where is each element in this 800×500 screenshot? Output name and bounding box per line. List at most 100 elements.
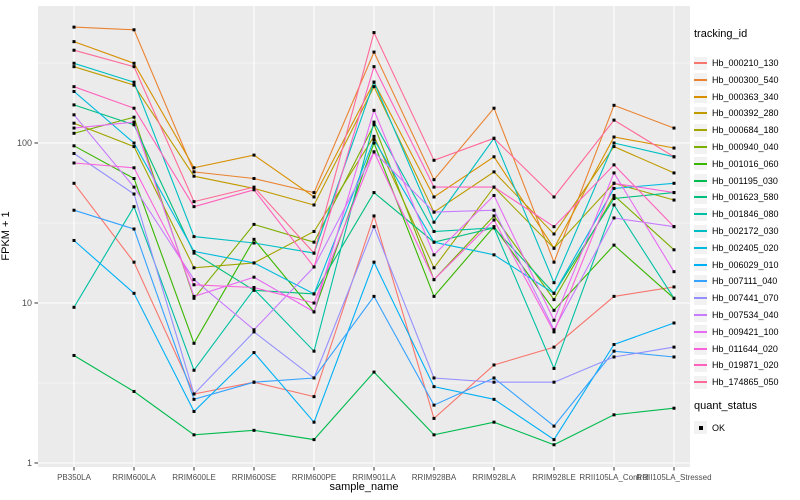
data-point (192, 296, 196, 300)
legend-color-line-icon (694, 95, 707, 98)
data-point (192, 341, 196, 345)
data-point (192, 392, 196, 396)
data-point (372, 85, 376, 89)
data-point (252, 328, 256, 332)
data-point (252, 330, 256, 334)
data-point (132, 28, 136, 32)
data-point (552, 318, 556, 322)
data-point (672, 296, 676, 300)
data-point (192, 278, 196, 282)
x-tick-label: RRIM928LE (532, 473, 576, 482)
data-point (432, 278, 436, 282)
data-point (192, 174, 196, 178)
data-point (312, 395, 316, 399)
data-point (372, 370, 376, 374)
data-point (492, 136, 496, 140)
data-point (492, 208, 496, 212)
data-point (72, 85, 76, 89)
legend-color-line-icon (694, 381, 707, 384)
legend-label: Hb_007534_040 (712, 310, 779, 320)
data-point (192, 200, 196, 204)
data-point (72, 113, 76, 117)
data-point (372, 225, 376, 229)
legend-color-line-icon (694, 146, 707, 148)
data-point (372, 65, 376, 69)
data-point (252, 222, 256, 226)
legend-color-line-icon (694, 78, 707, 81)
data-point (192, 368, 196, 372)
data-point (192, 294, 196, 298)
legend-color-line-icon (694, 112, 707, 115)
legend-item-Hb_007534_040: Hb_007534_040 (694, 307, 779, 324)
data-point (672, 146, 676, 150)
data-point (492, 253, 496, 257)
legend-item-ok: OK (694, 419, 725, 436)
data-point (312, 203, 316, 207)
data-point (612, 103, 616, 107)
x-tick-label: RRIM901LA (352, 473, 396, 482)
legend-item-Hb_007441_070: Hb_007441_070 (694, 290, 779, 307)
legend-color-line-icon (694, 179, 707, 182)
legend-color-line-icon (694, 246, 707, 249)
legend-item-Hb_009421_100: Hb_009421_100 (694, 323, 779, 340)
data-point (552, 308, 556, 312)
data-point (432, 229, 436, 233)
legend-label: Hb_000363_340 (712, 91, 779, 102)
legend-item-Hb_011644_020: Hb_011644_020 (694, 340, 778, 357)
x-tick-label: RRIM928LA (472, 473, 516, 482)
data-point (552, 345, 556, 349)
data-point (72, 144, 76, 148)
data-point (552, 366, 556, 370)
data-point (72, 181, 76, 185)
legend-item-Hb_001846_080: Hb_001846_080 (694, 206, 779, 223)
data-point (252, 176, 256, 180)
x-tick-label: RRII105LA_Control (579, 473, 649, 482)
y-tick-label: 100 (17, 138, 32, 148)
x-tick-label: RRIM928BA (412, 473, 457, 482)
data-point (132, 260, 136, 264)
legend-item-Hb_007111_040: Hb_007111_040 (694, 273, 777, 290)
data-point (432, 178, 436, 182)
data-point (612, 349, 616, 353)
data-point (552, 380, 556, 384)
data-point (432, 376, 436, 380)
data-point (552, 330, 556, 334)
data-point (672, 198, 676, 202)
data-point (552, 281, 556, 285)
data-point (312, 240, 316, 244)
legend-color-line-icon (694, 196, 707, 199)
data-point (72, 208, 76, 212)
legend-key (694, 274, 707, 288)
legend-label: Hb_001846_080 (712, 209, 779, 220)
legend-title-tracking-id: tracking_id (694, 28, 748, 40)
data-point (372, 120, 376, 124)
data-point (72, 151, 76, 155)
data-point (132, 185, 136, 189)
data-point (192, 397, 196, 401)
data-point (372, 31, 376, 35)
data-point (492, 193, 496, 197)
legend-label: Hb_000940_040 (712, 142, 779, 152)
data-point (192, 205, 196, 209)
data-point (72, 40, 76, 44)
legend-color-line-icon (694, 162, 707, 165)
legend-key (694, 224, 707, 238)
data-point (132, 176, 136, 180)
legend-item-Hb_019871_020: Hb_019871_020 (694, 357, 779, 374)
data-point (552, 260, 556, 264)
data-point (72, 121, 76, 125)
legend-item-Hb_000940_040: Hb_000940_040 (694, 139, 779, 156)
data-point (612, 243, 616, 247)
legend-key (694, 375, 707, 389)
data-point (492, 226, 496, 230)
legend-label: Hb_002405_020 (712, 242, 779, 253)
legend-label: Hb_009421_100 (712, 326, 779, 337)
data-point (372, 294, 376, 298)
data-point (612, 355, 616, 359)
data-point (672, 285, 676, 289)
legend-label: Hb_007111_040 (712, 276, 778, 287)
quant-status-key (694, 421, 707, 434)
data-point (432, 433, 436, 437)
data-point (132, 106, 136, 110)
data-point (372, 191, 376, 195)
